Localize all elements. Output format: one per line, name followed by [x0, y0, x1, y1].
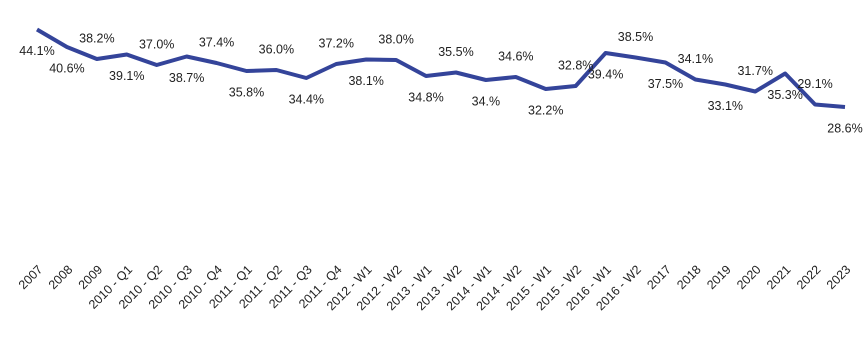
value-label: 34.6% [498, 49, 533, 63]
value-label: 38.5% [618, 30, 653, 44]
x-tick-label: 2018 [674, 263, 704, 293]
value-label: 34.1% [678, 52, 713, 66]
value-label: 31.7% [737, 64, 772, 78]
x-tick-label: 2023 [824, 263, 854, 293]
value-label: 37.0% [139, 37, 174, 51]
value-label: 29.1% [797, 77, 832, 91]
value-label: 38.1% [348, 74, 383, 88]
value-label: 34.% [472, 94, 501, 108]
value-label: 44.1% [19, 44, 54, 58]
value-label: 38.0% [378, 32, 413, 46]
value-label: 37.4% [199, 35, 234, 49]
value-label: 32.2% [528, 103, 563, 117]
value-label: 33.1% [708, 99, 743, 113]
value-label: 38.7% [169, 71, 204, 85]
x-tick-label: 2021 [764, 263, 794, 293]
value-label: 34.8% [408, 90, 443, 104]
value-label: 35.8% [229, 85, 264, 99]
x-tick-label: 2022 [794, 263, 824, 293]
x-tick-label: 2020 [734, 263, 764, 293]
x-tick-label: 2008 [46, 263, 76, 293]
value-label: 36.0% [259, 42, 294, 56]
value-label: 32.8% [558, 58, 593, 72]
value-label: 28.6% [827, 121, 862, 135]
value-label: 35.5% [438, 45, 473, 59]
x-tick-label: 2007 [16, 263, 46, 293]
value-label: 37.5% [648, 77, 683, 91]
value-label: 39.1% [109, 69, 144, 83]
value-label: 34.4% [289, 92, 324, 106]
value-label: 40.6% [49, 61, 84, 75]
x-tick-label: 2017 [644, 263, 674, 293]
x-tick-label: 2019 [704, 263, 734, 293]
value-label: 37.2% [319, 36, 354, 50]
value-label: 39.4% [588, 67, 623, 81]
value-label: 35.3% [767, 88, 802, 102]
data-line [35, 27, 846, 109]
value-label: 38.2% [79, 31, 114, 45]
